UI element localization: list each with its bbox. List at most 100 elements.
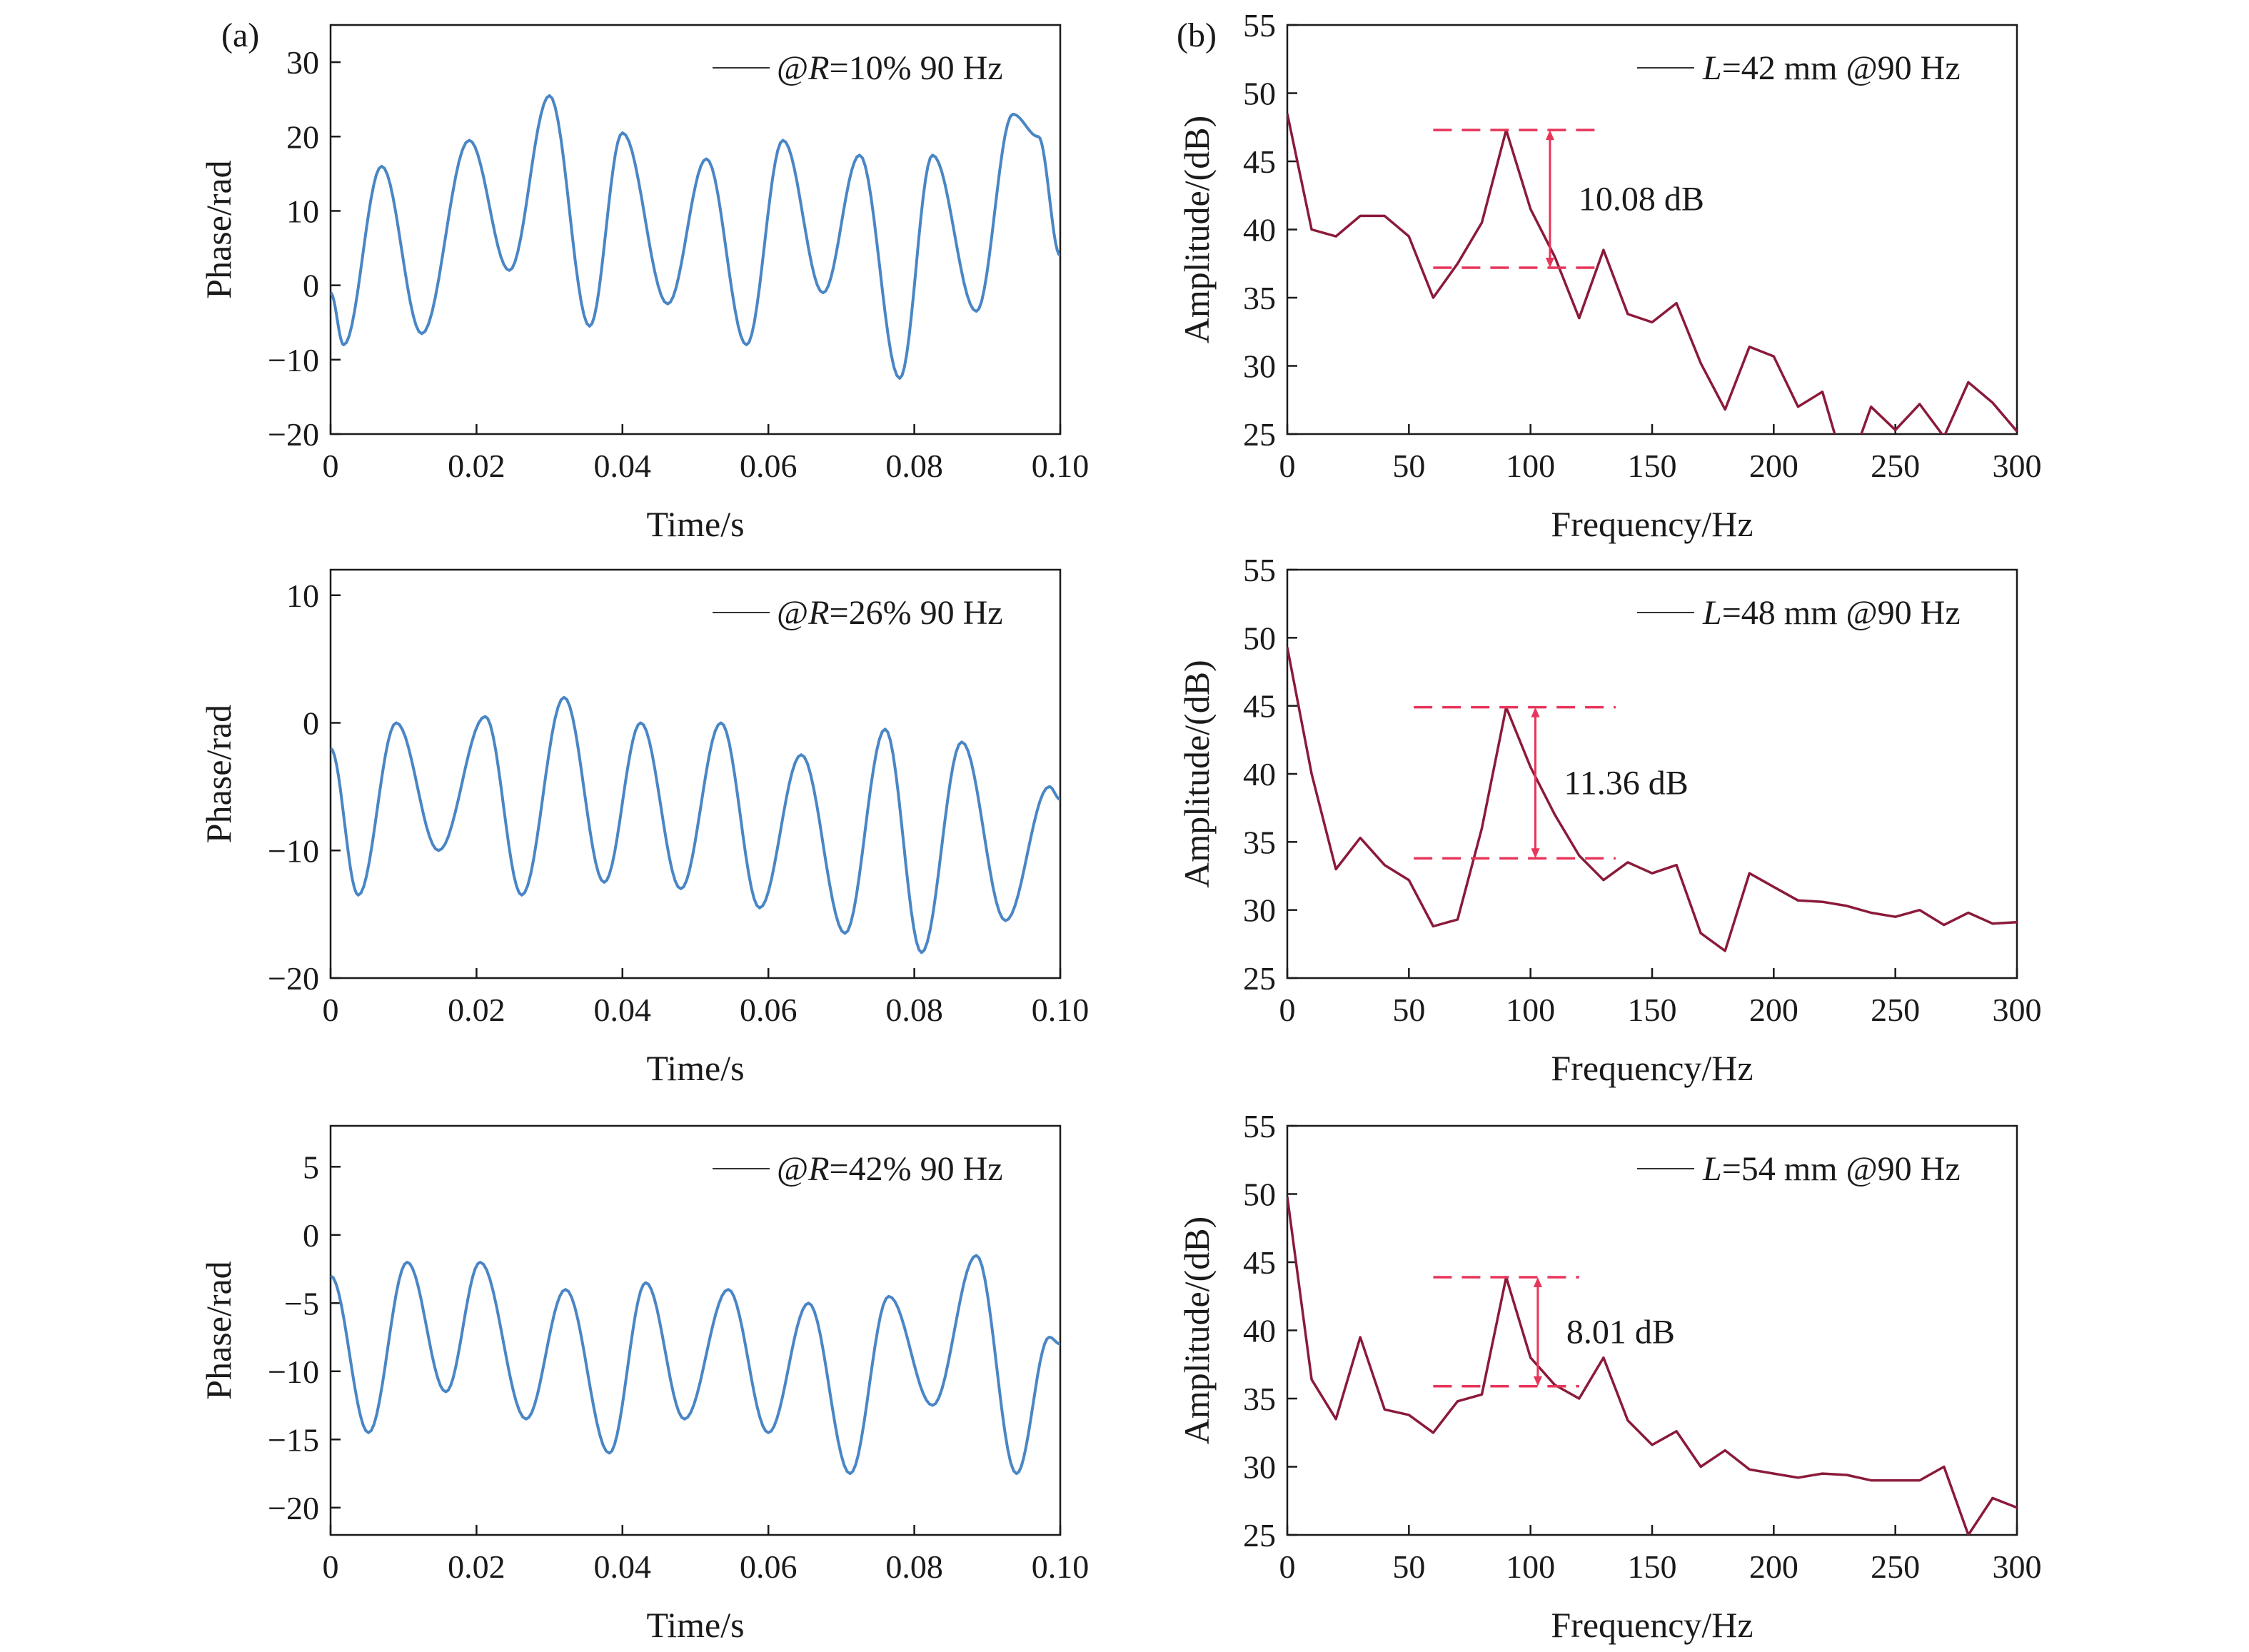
y-tick-label: 45 [1243, 143, 1276, 180]
y-axis-title: Phase/rad [198, 705, 238, 843]
y-tick-label: 10 [286, 578, 319, 614]
x-tick-label: 300 [1993, 448, 2042, 484]
x-tick-label: 0.04 [594, 1548, 652, 1585]
annotation-arrowhead-down [1533, 1376, 1542, 1386]
x-tick-label: 300 [1993, 992, 2042, 1028]
y-tick-label: 30 [1243, 892, 1276, 929]
y-tick-label: 0 [303, 268, 319, 304]
x-tick-label: 100 [1506, 992, 1555, 1028]
chart-panel-2: 0 50 100 150 200 250 300 25 30 35 40 45 50 55 Frequenc… [1177, 7, 2042, 544]
x-tick-label: 0.02 [448, 992, 505, 1028]
spectrum-series-line [1287, 1197, 2017, 1535]
annotation-arrowhead-up [1531, 707, 1540, 717]
panel-label-b: (b) [1177, 16, 1217, 54]
y-tick-label: −10 [268, 1354, 319, 1390]
plot-frame [329, 568, 1062, 979]
y-tick-label: 35 [1243, 824, 1276, 860]
y-tick-label: −20 [268, 416, 319, 453]
legend-label: L=42 mm @90 Hz [1702, 49, 1961, 87]
annotation-arrowhead-down [1531, 848, 1540, 859]
x-tick-label: 0.10 [1032, 1548, 1090, 1585]
annotation-label: 8.01 dB [1566, 1313, 1675, 1351]
y-tick-label: 45 [1243, 688, 1276, 725]
phase-series-line [331, 1254, 1060, 1476]
x-axis-title: Frequency/Hz [1551, 1605, 1753, 1645]
y-tick-label: 50 [1243, 620, 1276, 656]
phase-series-line [331, 94, 1060, 380]
x-tick-label: 0 [323, 992, 339, 1028]
annotation-arrowhead-up [1545, 130, 1554, 141]
y-tick-label: −10 [268, 342, 319, 378]
plot-frame [329, 24, 1062, 435]
x-tick-label: 250 [1871, 448, 1920, 484]
y-tick-label: 5 [303, 1149, 319, 1185]
x-tick-label: 100 [1506, 1548, 1555, 1585]
x-tick-label: 50 [1392, 992, 1425, 1028]
spectrum-series-line [1287, 113, 2017, 434]
legend-label: L=48 mm @90 Hz [1702, 594, 1961, 632]
y-tick-label: 55 [1243, 552, 1276, 588]
y-tick-label: 55 [1243, 7, 1276, 44]
y-tick-label: 35 [1243, 1381, 1276, 1417]
x-tick-label: 0.08 [885, 992, 943, 1028]
y-tick-label: 0 [303, 705, 319, 742]
x-tick-label: 0.02 [448, 448, 505, 484]
chart-panel-6: 0 50 100 150 200 250 300 25 30 35 40 45 50 55 Frequenc… [1177, 1108, 2042, 1645]
x-axis-title: Time/s [646, 1605, 744, 1645]
x-tick-label: 0.04 [594, 992, 652, 1028]
chart-panel-3: 0 0.02 0.04 0.06 0.08 0.10 −20 −10 0 10 Time/s Phas… [198, 568, 1090, 1088]
y-tick-label: 30 [286, 44, 319, 81]
y-tick-label: 50 [1243, 76, 1276, 112]
x-axis-title: Frequency/Hz [1551, 1048, 1753, 1088]
legend-label: @R=10% 90 Hz [777, 49, 1003, 87]
y-tick-label: 25 [1243, 960, 1276, 997]
x-tick-label: 0.02 [448, 1548, 505, 1585]
x-tick-label: 0.10 [1032, 992, 1090, 1028]
x-tick-label: 150 [1628, 1548, 1677, 1585]
y-tick-label: 25 [1243, 416, 1276, 453]
plot-frame [329, 1124, 1062, 1536]
x-tick-label: 0.10 [1032, 448, 1090, 484]
y-tick-label: 0 [303, 1217, 319, 1254]
x-axis-title: Frequency/Hz [1551, 504, 1753, 544]
x-tick-label: 250 [1871, 1548, 1920, 1585]
y-axis-title: Phase/rad [198, 160, 238, 298]
y-tick-label: −20 [268, 1490, 319, 1526]
chart-panel-4: 0 50 100 150 200 250 300 25 30 35 40 45 50 55 Frequenc… [1177, 552, 2042, 1088]
y-tick-label: −20 [268, 960, 319, 997]
x-tick-label: 250 [1871, 992, 1920, 1028]
x-tick-label: 0.04 [594, 448, 652, 484]
y-tick-label: 50 [1243, 1177, 1276, 1213]
legend-label: L=54 mm @90 Hz [1702, 1150, 1961, 1188]
y-axis-title: Amplitude/(dB) [1177, 660, 1217, 887]
x-tick-label: 0.08 [885, 448, 943, 484]
annotation-label: 11.36 dB [1564, 764, 1688, 802]
x-tick-label: 150 [1628, 448, 1677, 484]
x-axis-title: Time/s [646, 504, 744, 544]
y-tick-label: −5 [284, 1285, 319, 1321]
y-tick-label: 10 [286, 193, 319, 229]
phase-series-line [331, 695, 1060, 955]
x-tick-label: 0.06 [740, 448, 798, 484]
x-tick-label: 150 [1628, 992, 1677, 1028]
x-tick-label: 100 [1506, 448, 1555, 484]
y-tick-label: 25 [1243, 1517, 1276, 1553]
y-tick-label: −10 [268, 832, 319, 869]
x-tick-label: 0 [1279, 1548, 1296, 1585]
panel-label-a: (a) [221, 16, 259, 54]
chart-panel-1: 0 0.02 0.04 0.06 0.08 0.10 −20 −10 0 10 20 30 Time/s… [198, 24, 1090, 544]
y-axis-title: Phase/rad [198, 1261, 238, 1399]
x-tick-label: 50 [1392, 1548, 1425, 1585]
x-tick-label: 200 [1749, 448, 1798, 484]
y-tick-label: 55 [1243, 1108, 1276, 1144]
spectrum-series-line [1287, 647, 2017, 952]
x-tick-label: 200 [1749, 1548, 1798, 1585]
x-tick-label: 0 [1279, 992, 1296, 1028]
x-tick-label: 0 [323, 448, 339, 484]
x-tick-label: 200 [1749, 992, 1798, 1028]
x-tick-label: 0 [1279, 448, 1296, 484]
annotation-label: 10.08 dB [1579, 181, 1704, 218]
y-tick-label: 45 [1243, 1244, 1276, 1281]
x-tick-label: 0.06 [740, 992, 798, 1028]
